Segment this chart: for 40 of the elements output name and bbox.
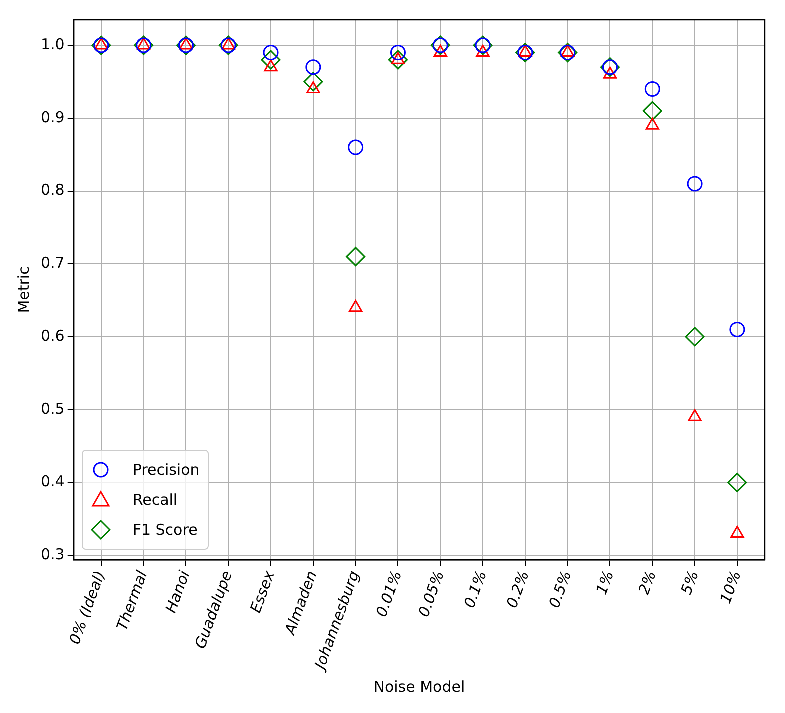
- x-tick-label: 0.5%: [545, 568, 576, 611]
- point: [388, 50, 408, 70]
- y-tick-label: 0.3: [40, 546, 65, 564]
- point: [349, 300, 363, 312]
- x-tick-label: 0% (Ideal): [66, 568, 109, 647]
- point: [642, 101, 662, 121]
- x-tick-label: Hanoi: [162, 568, 194, 616]
- point: [261, 50, 281, 70]
- x-tick-label: Essex: [246, 568, 278, 616]
- y-tick-label: 0.7: [40, 254, 65, 272]
- point: [728, 472, 748, 492]
- point: [730, 322, 746, 338]
- point: [306, 60, 322, 76]
- point: [348, 140, 364, 156]
- legend-label: Precision: [132, 461, 200, 479]
- point: [688, 409, 702, 422]
- y-tick-label: 0.9: [40, 108, 65, 126]
- x-tick-label: 0.2%: [502, 568, 533, 611]
- x-tick-label: 10%: [716, 568, 745, 606]
- x-tick-label: 0.05%: [414, 568, 448, 620]
- x-axis-title: Noise Model: [374, 678, 466, 696]
- x-tick-label: 0.01%: [372, 568, 406, 620]
- point: [730, 526, 744, 538]
- point: [644, 81, 660, 97]
- legend-label: F1 Score: [132, 521, 198, 539]
- y-tick-label: 1.0: [40, 35, 65, 54]
- point: [346, 247, 366, 267]
- x-tick-label: 2%: [635, 568, 660, 598]
- legend-label: Recall: [132, 491, 178, 509]
- x-tick-label: 5%: [677, 568, 702, 598]
- y-axis-title: Metric: [14, 266, 33, 314]
- point: [685, 327, 705, 347]
- x-tick-label: 0.1%: [460, 568, 490, 611]
- y-tick-label: 0.5: [40, 400, 65, 418]
- y-tick-label: 0.6: [40, 326, 65, 345]
- y-tick-label: 0.4: [40, 472, 65, 491]
- y-tick-label: 0.8: [40, 181, 65, 200]
- point: [687, 176, 703, 192]
- x-tick-label: 1%: [592, 568, 618, 598]
- point: [304, 72, 324, 92]
